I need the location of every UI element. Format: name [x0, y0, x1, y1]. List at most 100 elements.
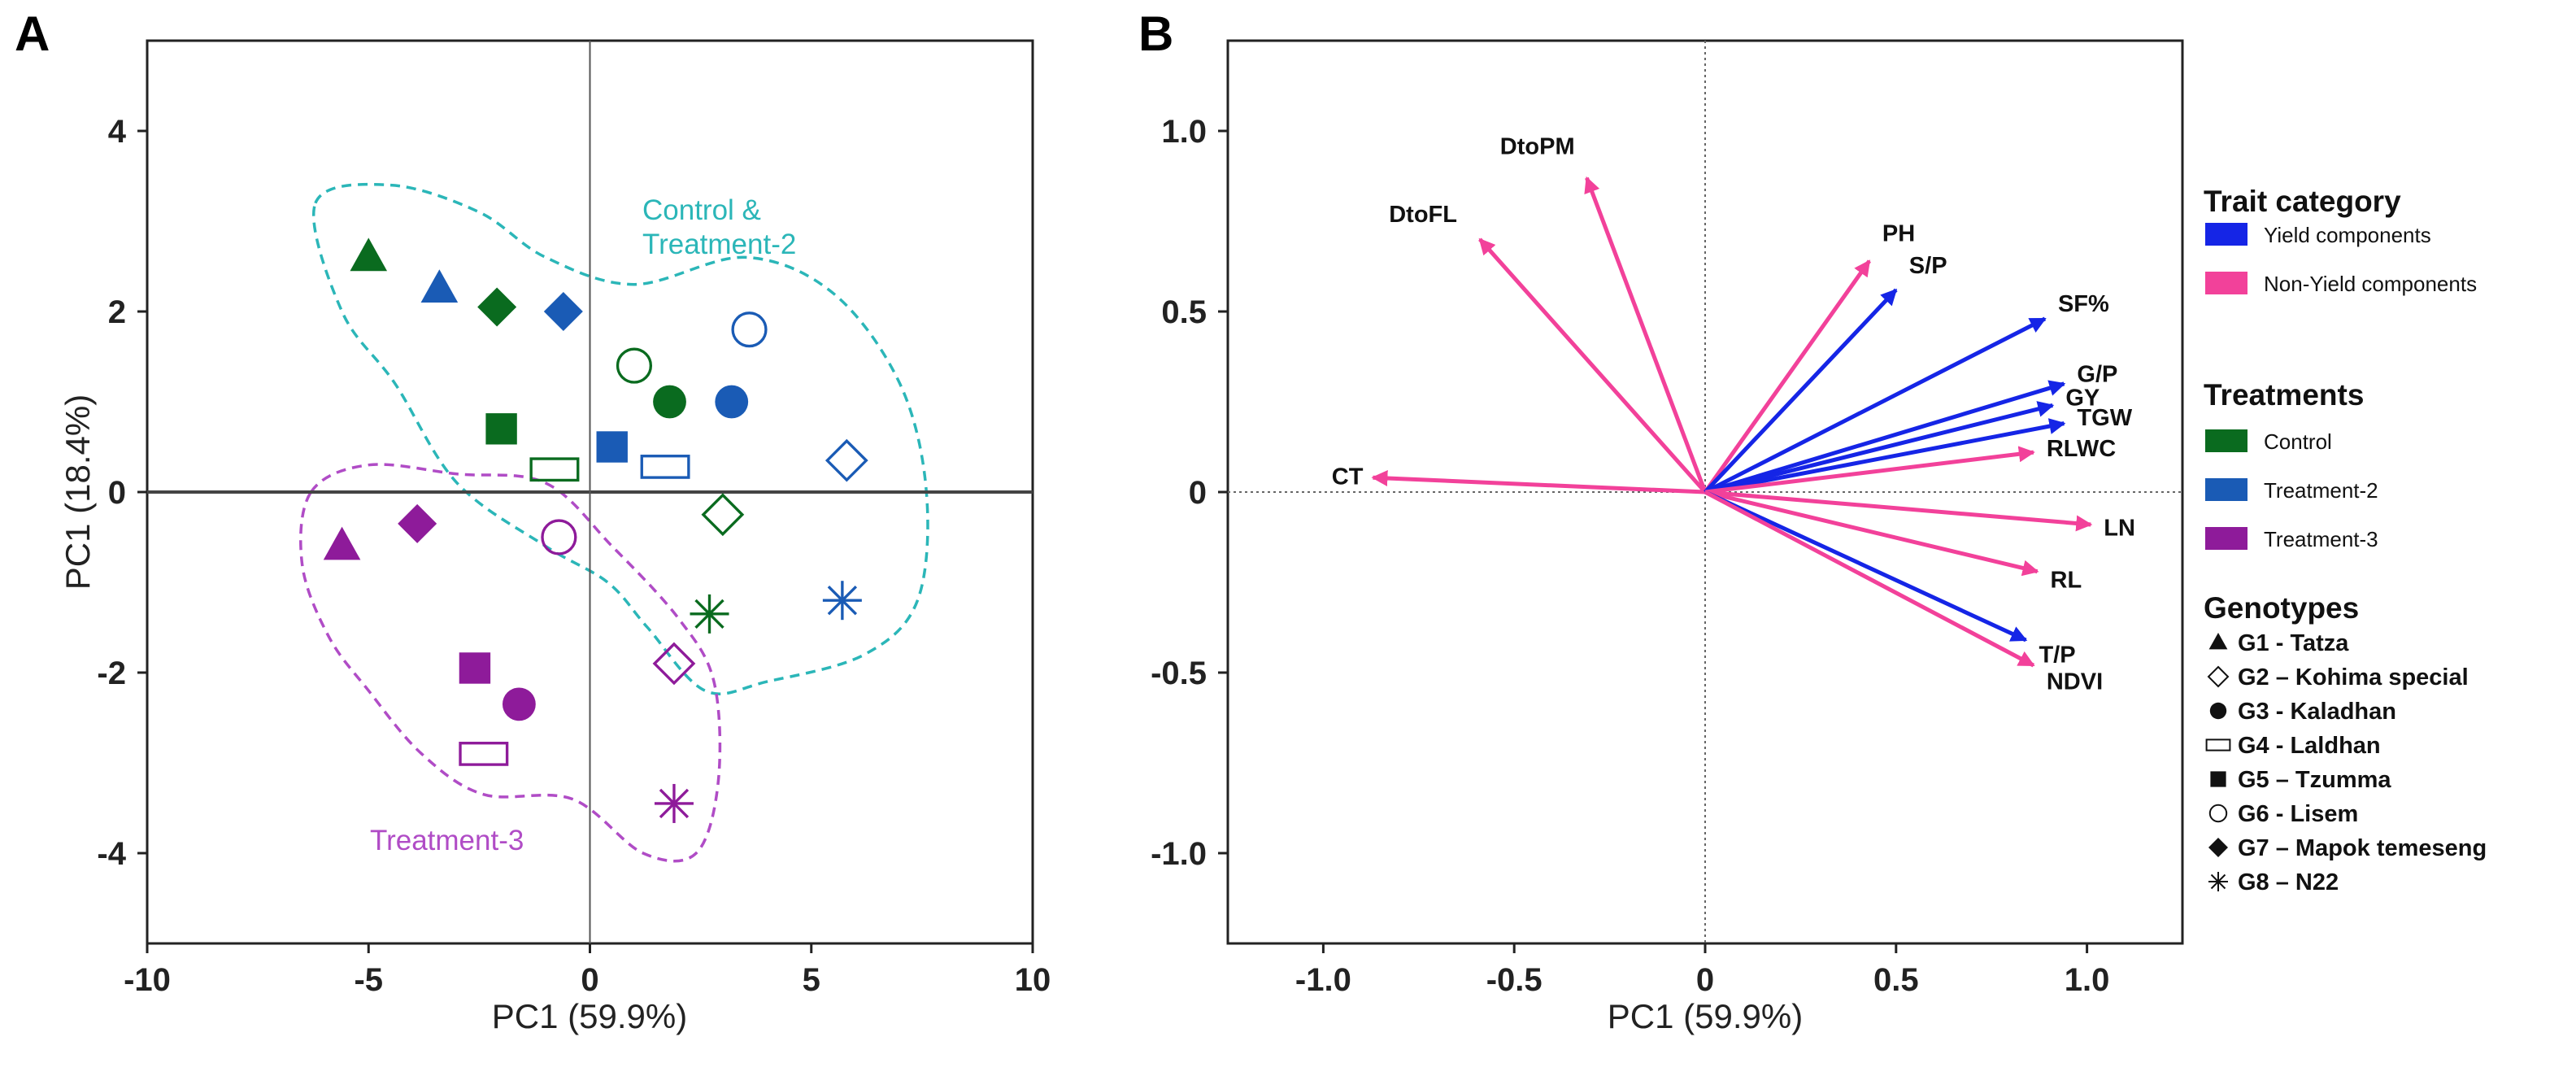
- legend-geno-label-g7: G7 – Mapok temeseng: [2238, 835, 2487, 861]
- vector-sf--arrow: [1704, 316, 2047, 494]
- vector-rlwc-label: RLWC: [2047, 436, 2116, 462]
- panel-b-xtick-label: 0: [1696, 962, 1714, 998]
- legend-geno-label-g2: G2 – Kohima special: [2238, 664, 2469, 690]
- legend-geno-label-g3: G3 - Kaladhan: [2238, 699, 2396, 725]
- legend-geno-label-g8: G8 – N22: [2238, 869, 2339, 895]
- vector-dtopm-arrow: [1584, 176, 1708, 493]
- region-t3-outline: [299, 463, 722, 863]
- vector-dtopm: DtoPM: [1500, 133, 1708, 493]
- point-control-g5: [485, 413, 517, 445]
- legend-geno-marker-g4: [2205, 738, 2231, 751]
- vector-dtofl: DtoFL: [1389, 202, 1707, 494]
- legend-treat-swatch-0: [2205, 429, 2247, 452]
- vector-dtopm-label: DtoPM: [1500, 133, 1575, 159]
- panel-b-ytick-label: 0: [1189, 475, 1207, 511]
- panel-b-xtick-label: 0.5: [1873, 962, 1919, 998]
- vector-gy-arrow: [1704, 401, 2055, 494]
- legend-geno-label-g4: G4 - Laldhan: [2238, 733, 2381, 759]
- legend-treatments-title: Treatments: [2204, 378, 2364, 412]
- point-treatment-3-g2: [652, 642, 696, 686]
- legend-geno-marker-g2: [2207, 665, 2230, 688]
- panel-a-xtick-label: 0: [581, 962, 598, 998]
- legend-treat-label-0: Control: [2264, 429, 2332, 454]
- vector-ndvi-arrow: [1704, 490, 2035, 668]
- panel-b-ytick-label: -0.5: [1151, 656, 1207, 691]
- point-treatment-2-g4: [640, 455, 690, 479]
- vector-ct: CT: [1332, 464, 1706, 494]
- vector-rlwc: RLWC: [1704, 436, 2116, 494]
- vector-rl: RL: [1704, 490, 2082, 593]
- panel-a-xtick-label: 5: [803, 962, 820, 998]
- point-control-g7: [477, 287, 517, 327]
- point-treatment-2-g8: [822, 581, 862, 621]
- legend-geno-marker-g8: [2208, 872, 2228, 891]
- region-ctrl-t2-outline: [311, 182, 929, 695]
- point-treatment-3-g3: [502, 687, 536, 721]
- panel-b-xlabel: PC1 (59.9%): [1608, 997, 1803, 1035]
- vector-tgw: TGW: [1704, 405, 2133, 494]
- point-control-g3: [653, 385, 686, 419]
- legend-geno-marker-g6: [2208, 804, 2228, 823]
- legend-trait-swatch-0: [2205, 223, 2247, 246]
- panel-b-ytick-label: 0.5: [1161, 294, 1207, 330]
- point-treatment-3-g1: [323, 526, 361, 560]
- panel-b-xtick-label: -1.0: [1295, 962, 1351, 998]
- vector-rl-label: RL: [2051, 567, 2082, 593]
- panel-a-xtick-label: -10: [124, 962, 171, 998]
- vector-t-p: T/P: [1704, 490, 2076, 669]
- panel-a-ylabel: PC1 (18.4%): [59, 394, 97, 590]
- panel-a-ytick-label: 4: [108, 114, 127, 150]
- vector-ln-arrow: [1704, 490, 2093, 532]
- point-treatment-2-g7: [543, 292, 583, 331]
- legend-treat-label-1: Treatment-2: [2264, 478, 2378, 503]
- legend-trait-swatch-1: [2205, 272, 2247, 294]
- point-treatment-2-g1: [420, 269, 459, 303]
- panel-a-ytick-label: 2: [108, 294, 126, 330]
- vector-ln: LN: [1704, 490, 2135, 541]
- vector-g-p-label: G/P: [2077, 362, 2117, 388]
- vector-ct-arrow: [1371, 470, 1706, 494]
- vector-ph-label: PH: [1882, 221, 1915, 247]
- vector-tgw-arrow: [1704, 418, 2066, 494]
- point-treatment-2-g6: [731, 311, 768, 348]
- vector-t-p-label: T/P: [2039, 643, 2075, 669]
- region-label-ctrl-t2-line1: Control &: [642, 194, 761, 226]
- vector-ndvi: NDVI: [1704, 490, 2103, 695]
- legend-genotypes-title: Genotypes: [2204, 591, 2359, 625]
- vector-sf-: SF%: [1704, 291, 2109, 494]
- panel-b-ytick-label: -1.0: [1151, 836, 1207, 872]
- panel-b-biplot: -1.0 -0.5 0 0.5 1.0 1.0 0.5 0 -0.5 -1.0 DtoPM DtoF…: [1151, 39, 2184, 1035]
- panel-a-ytick-label: -2: [97, 656, 126, 691]
- legend-trait-label-0: Yield components: [2264, 223, 2431, 247]
- vector-dtofl-label: DtoFL: [1389, 202, 1457, 228]
- region-label-ctrl-t2-line2: Treatment-2: [642, 229, 796, 260]
- panel-a-scatter: -10 -5 0 5 10 4 2 0 -2 -4 PC1 (59.9%) PC1 (18.4%)…: [59, 39, 1051, 1035]
- panel-a-ytick-label: -4: [97, 836, 126, 872]
- legend-geno-marker-g5: [2210, 771, 2226, 787]
- legend-trait-title: Trait category: [2204, 185, 2401, 218]
- legend-geno-label-g1: G1 - Tatza: [2238, 630, 2349, 656]
- panel-b-xtick-label: 1.0: [2065, 962, 2110, 998]
- vector-ph-arrow: [1703, 259, 1871, 494]
- legend-treat-swatch-2: [2205, 527, 2247, 550]
- vector-gy: GY: [1704, 385, 2100, 494]
- point-control-g4: [529, 457, 580, 482]
- legend-geno-marker-g3: [2209, 702, 2227, 720]
- vector-ndvi-label: NDVI: [2047, 669, 2103, 695]
- panel-a-xtick-label: 10: [1015, 962, 1051, 998]
- panel-a-ytick-label: 0: [108, 475, 126, 511]
- vector-rl-arrow: [1704, 490, 2039, 577]
- legend-geno-label-g5: G5 – Tzumma: [2238, 767, 2391, 793]
- point-treatment-2-g3: [715, 385, 749, 419]
- vector-g-p: G/P: [1704, 362, 2117, 494]
- point-control-g2: [701, 493, 745, 537]
- point-treatment-3-g5: [459, 652, 491, 684]
- point-control-g6: [616, 347, 653, 384]
- point-treatment-3-g4: [459, 742, 509, 766]
- vector-sf--label: SF%: [2058, 291, 2109, 317]
- vector-dtofl-arrow: [1478, 237, 1707, 494]
- panel-a-xtick-label: -5: [354, 962, 383, 998]
- vector-g-p-arrow: [1704, 380, 2066, 494]
- vector-tgw-label: TGW: [2077, 405, 2132, 431]
